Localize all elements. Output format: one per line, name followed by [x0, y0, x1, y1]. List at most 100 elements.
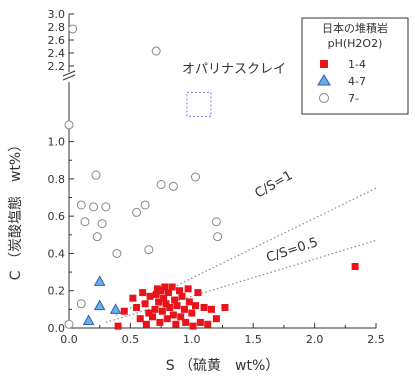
point-1-4 [207, 305, 215, 313]
point-1-4 [114, 322, 122, 330]
point-7- [76, 200, 86, 210]
point-7- [140, 200, 150, 210]
x-tick-label: 0.5 [122, 333, 140, 346]
point-1-4 [136, 315, 144, 323]
y-tick-label: 2.2 [48, 60, 66, 73]
point-7- [97, 219, 107, 229]
point-7- [112, 248, 122, 258]
y-tick-label: 1.0 [48, 136, 66, 149]
point-1-4 [171, 296, 179, 304]
point-1-4 [161, 283, 169, 291]
point-7- [89, 202, 99, 212]
point-1-4 [177, 313, 185, 321]
y-tick-label: 0.8 [48, 173, 66, 186]
legend: 日本の堆積岩 pH(H2O2) 1-4 4-7 7- [301, 17, 409, 115]
x-tick-label: 2.0 [306, 333, 324, 346]
point-7- [211, 217, 221, 227]
annotation-label: オパリナスクレイ [182, 62, 286, 77]
point-1-4 [162, 300, 170, 308]
point-1-4 [129, 294, 137, 302]
legend-label-1-4: 1-4 [348, 58, 366, 71]
point-1-4 [212, 315, 220, 323]
point-1-4 [178, 292, 186, 300]
point-1-4 [189, 322, 197, 330]
legend-subtitle: pH(H2O2) [328, 37, 383, 50]
legend-label-4-7: 4-7 [348, 75, 366, 88]
point-1-4 [142, 320, 150, 328]
point-1-4 [139, 289, 147, 297]
point-4-7 [93, 299, 106, 311]
point-1-4 [188, 309, 196, 317]
legend-marker-1-4 [320, 60, 328, 68]
point-1-4 [146, 292, 154, 300]
point-4-7 [93, 275, 106, 286]
point-1-4 [172, 320, 180, 328]
point-1-4 [156, 318, 164, 326]
legend-marker-4-7 [317, 74, 331, 86]
point-1-4 [221, 303, 229, 311]
point-7- [132, 207, 142, 217]
y-tick-label: 3.0 [48, 8, 66, 21]
x-tick-label: 0.0 [60, 333, 78, 346]
point-1-4 [157, 287, 165, 295]
point-1-4 [152, 290, 160, 298]
y-tick-label: 0.6 [48, 210, 66, 223]
point-7- [76, 299, 86, 309]
point-1-4 [141, 300, 149, 308]
point-1-4 [145, 309, 153, 317]
y-tick-label: 2.8 [48, 21, 66, 34]
point-7- [156, 179, 166, 189]
point-1-4 [173, 302, 181, 310]
point-7- [168, 181, 178, 191]
legend-marker-7- [319, 93, 329, 103]
reference-line-cs05 [105, 239, 377, 323]
point-7- [64, 319, 74, 329]
point-7- [64, 120, 74, 130]
point-1-4 [180, 305, 188, 313]
point-1-4 [185, 298, 193, 306]
point-1-4 [155, 298, 163, 306]
point-1-4 [160, 294, 168, 302]
annotation-box [186, 91, 212, 117]
point-1-4 [149, 313, 157, 321]
point-1-4 [182, 318, 190, 326]
x-tick-label: 2.5 [367, 333, 385, 346]
point-4-7 [82, 314, 95, 326]
point-1-4 [120, 307, 128, 315]
point-1-4 [191, 302, 199, 310]
point-1-4 [166, 303, 174, 311]
point-7- [190, 172, 200, 182]
point-1-4 [169, 311, 177, 319]
point-1-4 [176, 287, 184, 295]
point-7- [92, 232, 102, 242]
point-1-4 [194, 289, 202, 297]
point-1-4 [153, 285, 161, 293]
point-1-4 [196, 318, 204, 326]
axis-break-mark [62, 70, 76, 81]
point-1-4 [151, 305, 159, 313]
point-1-4 [184, 285, 192, 293]
y-tick-label: 2.4 [48, 47, 66, 60]
reference-label-cs1: C/S=1 [253, 168, 296, 201]
reference-label-cs05: C/S=0.5 [265, 235, 320, 266]
x-axis-title: S （硫黄 wt%） [166, 357, 280, 374]
y-tick-label: 0.0 [48, 322, 66, 335]
point-7- [144, 245, 154, 255]
legend-label-7-: 7- [348, 92, 359, 105]
point-1-4 [200, 303, 208, 311]
point-4-7 [109, 303, 122, 314]
point-7- [80, 217, 90, 227]
point-1-4 [158, 307, 166, 315]
point-7- [213, 232, 223, 242]
point-7- [101, 202, 111, 212]
point-7- [68, 24, 78, 34]
point-1-4 [163, 315, 171, 323]
y-tick-label: 0.4 [48, 247, 66, 260]
point-1-4 [133, 303, 141, 311]
point-1-4 [204, 320, 212, 328]
x-tick-label: 1.5 [244, 333, 262, 346]
legend-title: 日本の堆積岩 [322, 21, 388, 35]
y-tick-label: 0.2 [48, 285, 66, 298]
point-1-4 [168, 283, 176, 291]
